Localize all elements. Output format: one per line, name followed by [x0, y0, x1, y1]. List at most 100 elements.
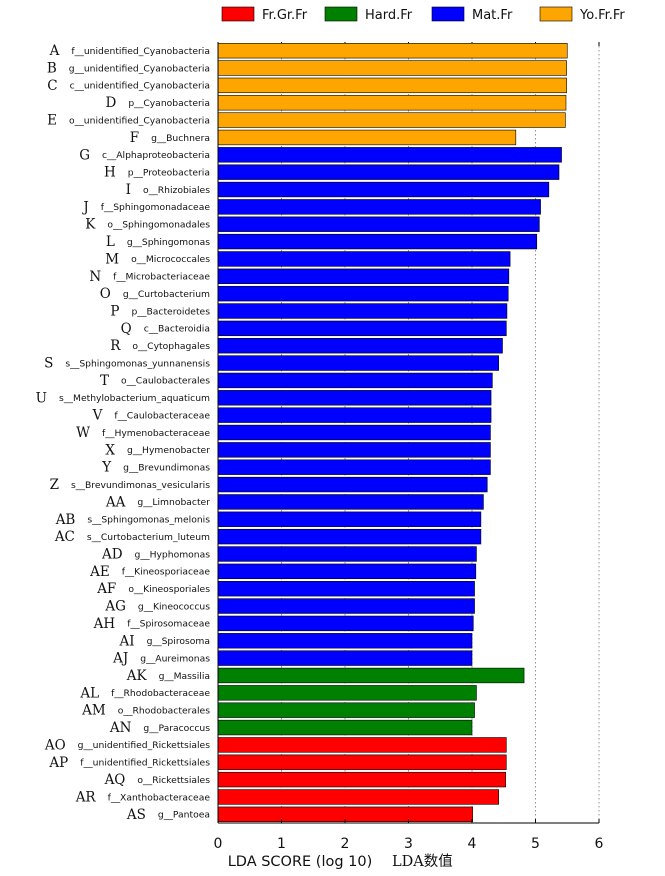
taxon-label: o__Caulobacterales: [121, 376, 210, 387]
taxon-label: f__Xanthobacteraceae: [108, 792, 211, 803]
taxon-label: s__Sphingomonas_melonis: [87, 515, 210, 526]
bar: [217, 771, 506, 788]
taxon-label: f__unidentified_Cyanobacteria: [71, 46, 210, 57]
row-letter: AO: [44, 737, 66, 753]
taxon-label: g__unidentified_Cyanobacteria: [69, 63, 210, 74]
taxon-label: o__Micrococcales: [131, 254, 210, 265]
row-letter: A: [49, 43, 60, 59]
taxon-label: f__Hymenobacteraceae: [102, 428, 210, 439]
x-tick-label: 2: [341, 836, 350, 852]
taxon-label: o__unidentified_Cyanobacteria: [69, 115, 210, 126]
taxon-label: g__unidentified_Rickettsiales: [78, 740, 211, 751]
row-letter: S: [44, 356, 53, 372]
bar: [217, 667, 525, 684]
row-labels: f__unidentified_Cyanobacteria Ag__unident…: [36, 43, 211, 823]
row-letter: AR: [75, 789, 97, 805]
taxon-label: f__Caulobacteraceae: [114, 410, 210, 421]
row-letter: AJ: [112, 651, 128, 667]
row-letter: AS: [126, 807, 146, 823]
row-letter: X: [105, 442, 115, 458]
row-letter: K: [85, 217, 96, 233]
bar: [217, 476, 488, 493]
bar: [217, 164, 560, 180]
row-letter: D: [105, 95, 116, 111]
taxon-label: g__Hymenobacter: [127, 445, 210, 456]
taxon-label: g__Kineococcus: [138, 601, 210, 612]
row-letter: AA: [105, 494, 126, 510]
bar: [217, 650, 473, 666]
bar: [217, 615, 474, 632]
taxon-label: g__Curtobacterium: [123, 289, 210, 300]
bar: [217, 233, 538, 250]
bar: [217, 320, 507, 337]
row-letter: C: [47, 78, 57, 94]
row-letter: M: [105, 251, 119, 267]
taxon-label: g__Sphingomonas: [127, 237, 210, 248]
taxon-label: f__Sphingomonadaceae: [101, 202, 211, 213]
row-letter: AC: [54, 529, 75, 545]
taxon-label: s__Sphingomonas_yunnanensis: [65, 358, 210, 369]
bar: [217, 95, 567, 111]
bar: [217, 42, 568, 59]
row-letter: Y: [101, 460, 112, 476]
row-letter: AK: [126, 668, 148, 684]
taxon-label: g__Paracoccus: [143, 723, 210, 734]
bar: [217, 338, 503, 354]
x-tick-label: 0: [214, 836, 223, 852]
bar: [217, 199, 541, 215]
x-tick-label: 6: [595, 836, 604, 852]
row-letter: R: [110, 338, 121, 354]
taxon-label: f__Microbacteriaceae: [113, 272, 210, 283]
row-letter: AH: [93, 616, 116, 632]
bar: [217, 303, 508, 319]
row-letter: E: [47, 113, 57, 129]
bar: [217, 372, 493, 389]
x-axis-label: LDA SCORE (log 10): [228, 854, 373, 870]
row-letter: AM: [81, 703, 106, 719]
bar: [217, 216, 540, 232]
taxon-label: o__Sphingomonadales: [107, 220, 210, 231]
bar: [217, 355, 499, 371]
bar: [217, 754, 507, 770]
bar: [217, 581, 475, 597]
row-letter: P: [110, 304, 119, 320]
bar: [217, 737, 507, 753]
legend-swatch: [324, 6, 358, 22]
x-axis-label-suffix: LDA数值: [392, 853, 453, 870]
row-letter: AL: [79, 685, 99, 701]
row-letter: L: [106, 234, 115, 250]
x-tick-label: 4: [468, 836, 477, 852]
bar: [217, 494, 484, 510]
bar: [217, 546, 477, 562]
taxon-label: f__Rhodobacteraceae: [111, 688, 210, 699]
taxon-label: p__Cyanobacteria: [128, 98, 210, 109]
row-letter: W: [76, 425, 90, 441]
taxon-label: o__Rhizobiales: [143, 185, 210, 196]
bar: [217, 181, 550, 198]
bar: [217, 424, 491, 441]
taxon-label: f__unidentified_Rickettsiales: [80, 758, 210, 769]
row-letter: AG: [104, 599, 126, 615]
taxon-label: o__Kineosporiales: [128, 584, 210, 595]
row-letter: F: [130, 130, 139, 146]
taxon-label: o__Rickettsiales: [137, 775, 210, 786]
x-tick-label: 1: [277, 836, 286, 852]
row-letter: AB: [55, 512, 76, 528]
legend-label: Fr.Gr.Fr: [262, 8, 308, 23]
x-tick-label: 3: [404, 836, 413, 852]
chart-bars: [217, 42, 568, 823]
taxon-label: s__Curtobacterium_luteum: [87, 532, 210, 543]
taxon-label: c__Bacteroidia: [144, 324, 210, 335]
legend-label: Yo.Fr.Fr: [579, 8, 625, 23]
row-letter: B: [47, 61, 57, 77]
bar: [217, 598, 475, 614]
bar: [217, 511, 482, 527]
taxon-label: g__Brevundimonas: [123, 463, 210, 474]
bar: [217, 77, 567, 94]
bar: [217, 60, 567, 76]
taxon-label: c__Alphaproteobacteria: [102, 150, 210, 161]
row-letter: U: [36, 390, 47, 406]
bar: [217, 147, 562, 163]
bar: [217, 407, 492, 423]
legend-label: Mat.Fr: [472, 8, 513, 23]
